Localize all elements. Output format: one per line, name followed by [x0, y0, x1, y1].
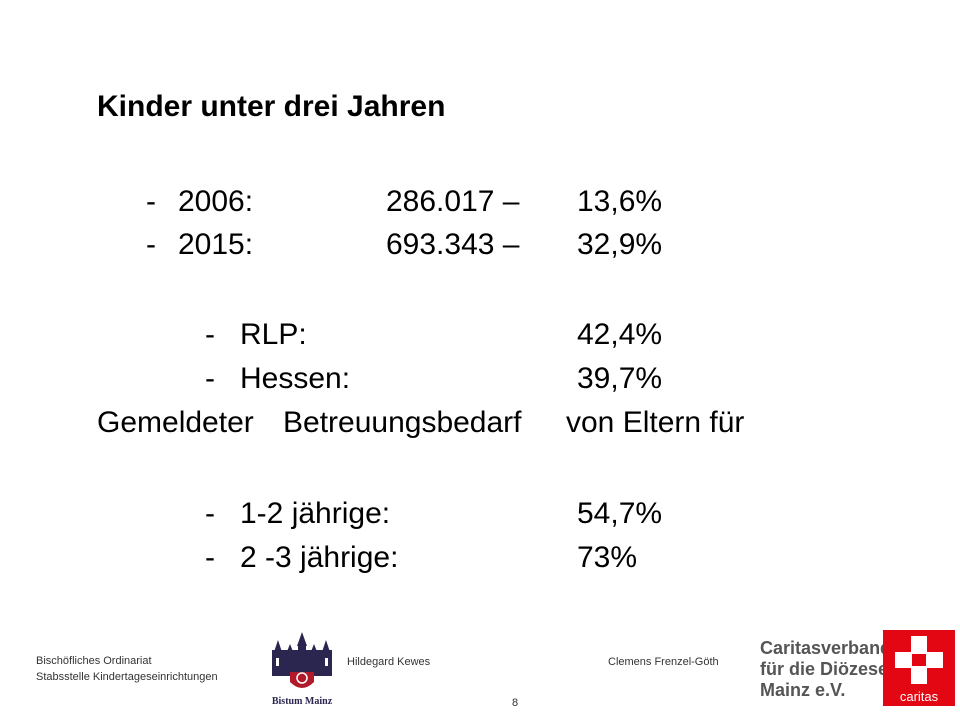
footer-org-line2: Stabsstelle Kindertageseinrichtungen	[36, 671, 218, 683]
row-percent: 54,7%	[577, 497, 663, 530]
caritas-cross-icon: caritas	[883, 630, 955, 706]
row-percent: 73%	[577, 541, 638, 574]
row-percent: 42,4%	[577, 318, 663, 351]
need-heading-word2: Betreuungsbedarf	[283, 406, 522, 439]
state-row-hessen: - Hessen: 39,7%	[0, 362, 700, 398]
year-row-2006: - 2006: 286.017 – 13,6%	[0, 185, 700, 221]
row-count-value: 286.017 –	[386, 185, 520, 218]
caritas-logo: Caritasverband für die Diözese Mainz e.V…	[760, 628, 955, 708]
row-age-label: 1-2 jährige:	[240, 497, 391, 530]
row-percent: 13,6%	[577, 185, 663, 218]
footer-org-line1: Bischöfliches Ordinariat	[36, 655, 152, 667]
row-age-label: 2 -3 jährige:	[240, 541, 399, 574]
cathedral-icon	[272, 632, 332, 688]
row-year-label: 2006:	[178, 185, 254, 218]
caritas-line3: Mainz e.V.	[760, 680, 846, 700]
row-state-label: RLP:	[240, 318, 307, 351]
row-dash: -	[205, 362, 215, 395]
year-row-2015: - 2015: 693.343 – 32,9%	[0, 228, 700, 264]
caritas-mark-label: caritas	[900, 689, 939, 704]
bistum-mainz-logo: Bistum Mainz	[266, 632, 338, 712]
row-dash: -	[205, 541, 215, 574]
row-count-value: 693.343 –	[386, 228, 520, 261]
row-percent: 39,7%	[577, 362, 663, 395]
row-state-label: Hessen:	[240, 362, 351, 395]
footer-author-kewes: Hildegard Kewes	[347, 656, 431, 668]
row-percent: 32,9%	[577, 228, 663, 261]
need-heading-word3: von Eltern für	[566, 406, 745, 439]
row-dash: -	[205, 497, 215, 530]
state-row-rlp: - RLP: 42,4%	[0, 318, 700, 354]
need-heading: Gemeldeter Betreuungsbedarf von Eltern f…	[0, 406, 800, 442]
row-year-label: 2015:	[178, 228, 254, 261]
bistum-logo-label: Bistum Mainz	[271, 696, 333, 707]
row-dash: -	[146, 185, 156, 218]
slide-title: Kinder unter drei Jahren	[97, 90, 446, 123]
row-dash: -	[146, 228, 156, 261]
row-dash: -	[205, 318, 215, 351]
caritas-wordmark: Caritasverband für die Diözese Mainz e.V…	[760, 638, 891, 701]
footer-author-frenzel-goeth: Clemens Frenzel-Göth	[608, 656, 719, 668]
page-number: 8	[512, 697, 519, 709]
caritas-line2: für die Diözese	[760, 659, 889, 679]
caritas-line1: Caritasverband	[760, 638, 892, 658]
age-row-2-3: - 2 -3 jährige: 73%	[0, 541, 700, 577]
age-row-1-2: - 1-2 jährige: 54,7%	[0, 497, 700, 533]
need-heading-word1: Gemeldeter	[97, 406, 254, 439]
